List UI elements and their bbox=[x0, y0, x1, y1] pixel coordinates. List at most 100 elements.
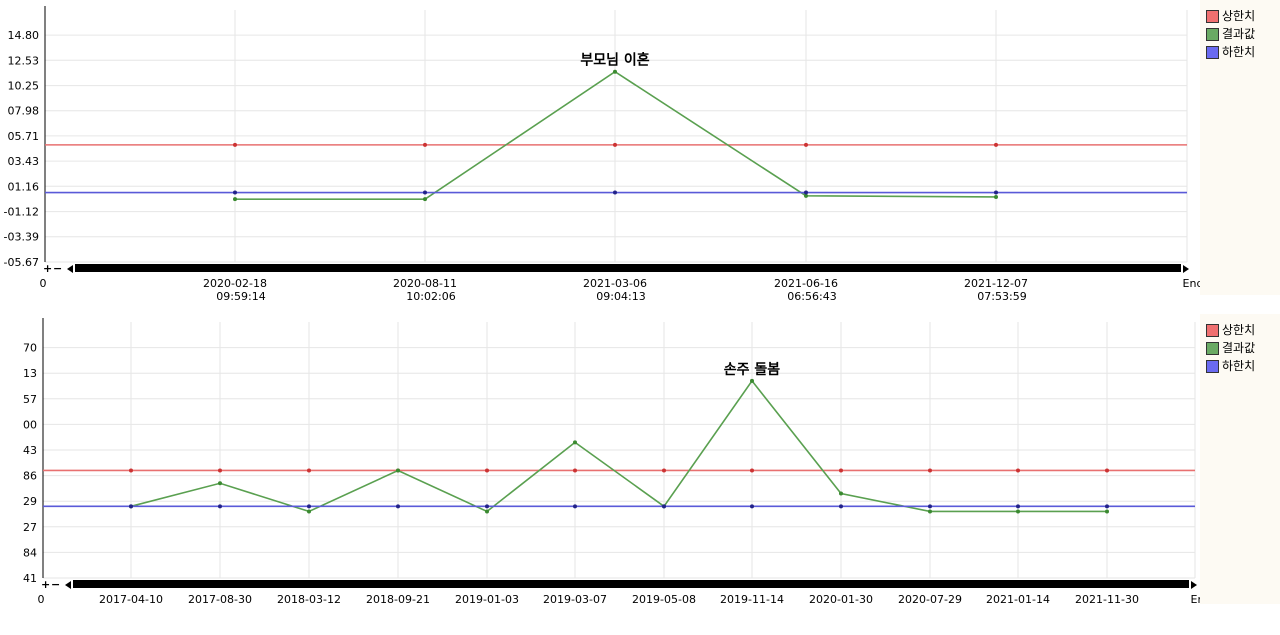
scrollbar-track bbox=[75, 264, 1181, 272]
y-tick-label: 86 bbox=[23, 470, 37, 483]
scroll-right-arrow-icon bbox=[1183, 265, 1189, 273]
y-tick-label: 05.71 bbox=[8, 130, 40, 143]
x-tick-time-label: 09:04:13 bbox=[596, 290, 645, 303]
x-tick-time-label: 09:59:14 bbox=[216, 290, 265, 303]
data-point bbox=[750, 504, 754, 509]
data-point bbox=[129, 504, 133, 509]
data-point bbox=[307, 468, 311, 473]
data-point bbox=[218, 468, 222, 473]
data-point bbox=[613, 142, 617, 147]
chart-panel-bottom: 70 13 57 00 43 86 29 27 84 41 +−0 End 2017-04-10 2017… bbox=[0, 314, 1280, 635]
y-tick-label: 03.43 bbox=[8, 155, 40, 168]
y-tick-label: -05.67 bbox=[4, 256, 39, 269]
legend-swatch-result bbox=[1206, 341, 1219, 355]
scroll-left-arrow-icon bbox=[65, 581, 71, 589]
zoom-in-control: + bbox=[41, 578, 50, 591]
data-point bbox=[233, 197, 237, 202]
annotation-label: 부모님 이혼 bbox=[580, 52, 649, 69]
data-point bbox=[233, 190, 237, 195]
data-point bbox=[307, 509, 311, 514]
data-point bbox=[423, 142, 427, 147]
legend-label-upper: 상한치 bbox=[1222, 323, 1256, 337]
data-point bbox=[396, 468, 400, 473]
annotation-label: 손주 돌봄 bbox=[724, 362, 781, 378]
legend-item-lower: 하한치 bbox=[1202, 358, 1280, 374]
x-tick-time-label: 06:56:43 bbox=[787, 290, 836, 303]
x-end-label: End bbox=[1183, 277, 1200, 290]
data-point bbox=[928, 468, 932, 473]
data-point bbox=[613, 190, 617, 195]
zoom-out-control: − bbox=[53, 262, 62, 275]
x-tick-label: 2020-08-11 bbox=[393, 277, 457, 290]
x-tick-label: 2021-11-30 bbox=[1075, 593, 1139, 606]
legend-item-result: 결과값 bbox=[1202, 26, 1280, 42]
data-point bbox=[485, 504, 489, 509]
x-tick-label: 2018-09-21 bbox=[366, 593, 430, 606]
scroll-right-arrow-icon bbox=[1191, 581, 1197, 589]
x-tick-label: 2021-01-14 bbox=[986, 593, 1050, 606]
legend-item-upper: 상한치 bbox=[1202, 8, 1280, 24]
legend-swatch-upper bbox=[1206, 9, 1219, 23]
scrollbar-track bbox=[73, 580, 1189, 588]
legend-swatch-upper bbox=[1206, 323, 1219, 337]
y-tick-label: 12.53 bbox=[8, 54, 40, 67]
data-point bbox=[1105, 504, 1109, 509]
chart-panel-top: 14.80 12.53 10.25 07.98 05.71 03.43 01.16 -01.1… bbox=[0, 0, 1280, 310]
legend-item-upper: 상한치 bbox=[1202, 322, 1280, 338]
series-line bbox=[130, 379, 1107, 513]
y-tick-label: -03.39 bbox=[4, 231, 39, 244]
legend-swatch-lower bbox=[1206, 45, 1219, 59]
line-chart-top: 14.80 12.53 10.25 07.98 05.71 03.43 01.16 -01.1… bbox=[4, 6, 1200, 303]
x-start-label: 0 bbox=[40, 277, 47, 290]
y-tick-label: 29 bbox=[23, 495, 37, 508]
data-point bbox=[994, 142, 998, 147]
data-point bbox=[750, 468, 754, 473]
y-tick-label: 13 bbox=[23, 367, 37, 380]
data-point bbox=[804, 190, 808, 195]
x-tick-label: 2019-03-07 bbox=[543, 593, 607, 606]
x-tick-label: 2020-07-29 bbox=[898, 593, 962, 606]
data-point bbox=[573, 468, 577, 473]
x-start-label: 0 bbox=[38, 593, 45, 606]
x-end-label: End bbox=[1191, 593, 1200, 606]
y-tick-label: 27 bbox=[23, 521, 37, 534]
zoom-in-control: + bbox=[43, 262, 52, 275]
y-tick-label: 57 bbox=[23, 393, 37, 406]
x-tick-label: 2017-04-10 bbox=[99, 593, 163, 606]
x-tick-time-label: 07:53:59 bbox=[977, 290, 1026, 303]
y-tick-label: 84 bbox=[23, 546, 37, 559]
data-point bbox=[218, 481, 222, 486]
legend-label-lower: 하한치 bbox=[1222, 359, 1256, 373]
data-point bbox=[994, 190, 998, 195]
data-point bbox=[928, 509, 932, 514]
data-point bbox=[839, 504, 843, 509]
data-point bbox=[485, 468, 489, 473]
data-point bbox=[218, 504, 222, 509]
x-tick-label: 2021-12-07 bbox=[964, 277, 1028, 290]
zoom-out-control: − bbox=[51, 578, 60, 591]
legend-item-lower: 하한치 bbox=[1202, 44, 1280, 60]
line-chart-bottom: 70 13 57 00 43 86 29 27 84 41 +−0 End 2017-04-10 2017… bbox=[23, 318, 1200, 606]
data-point bbox=[1016, 468, 1020, 473]
data-point bbox=[994, 194, 998, 199]
data-point bbox=[423, 197, 427, 202]
data-point bbox=[573, 440, 577, 445]
data-point bbox=[129, 468, 133, 473]
legend-label-result: 결과값 bbox=[1222, 341, 1256, 355]
data-point bbox=[1016, 504, 1020, 509]
data-point bbox=[662, 504, 666, 509]
legend-label-result: 결과값 bbox=[1222, 27, 1256, 41]
data-point bbox=[928, 504, 932, 509]
data-point bbox=[839, 491, 843, 496]
legend-bottom: 상한치 결과값 하한치 bbox=[1202, 322, 1280, 376]
legend-swatch-lower bbox=[1206, 359, 1219, 373]
legend-label-upper: 상한치 bbox=[1222, 9, 1256, 23]
x-tick-label: 2019-11-14 bbox=[720, 593, 784, 606]
data-point bbox=[307, 504, 311, 509]
data-point bbox=[804, 193, 808, 198]
x-tick-label: 2021-06-16 bbox=[774, 277, 838, 290]
y-tick-label: 43 bbox=[23, 444, 37, 457]
x-tick-label: 2020-01-30 bbox=[809, 593, 873, 606]
x-tick-time-label: 10:02:06 bbox=[406, 290, 455, 303]
y-tick-label: -01.12 bbox=[4, 206, 39, 219]
